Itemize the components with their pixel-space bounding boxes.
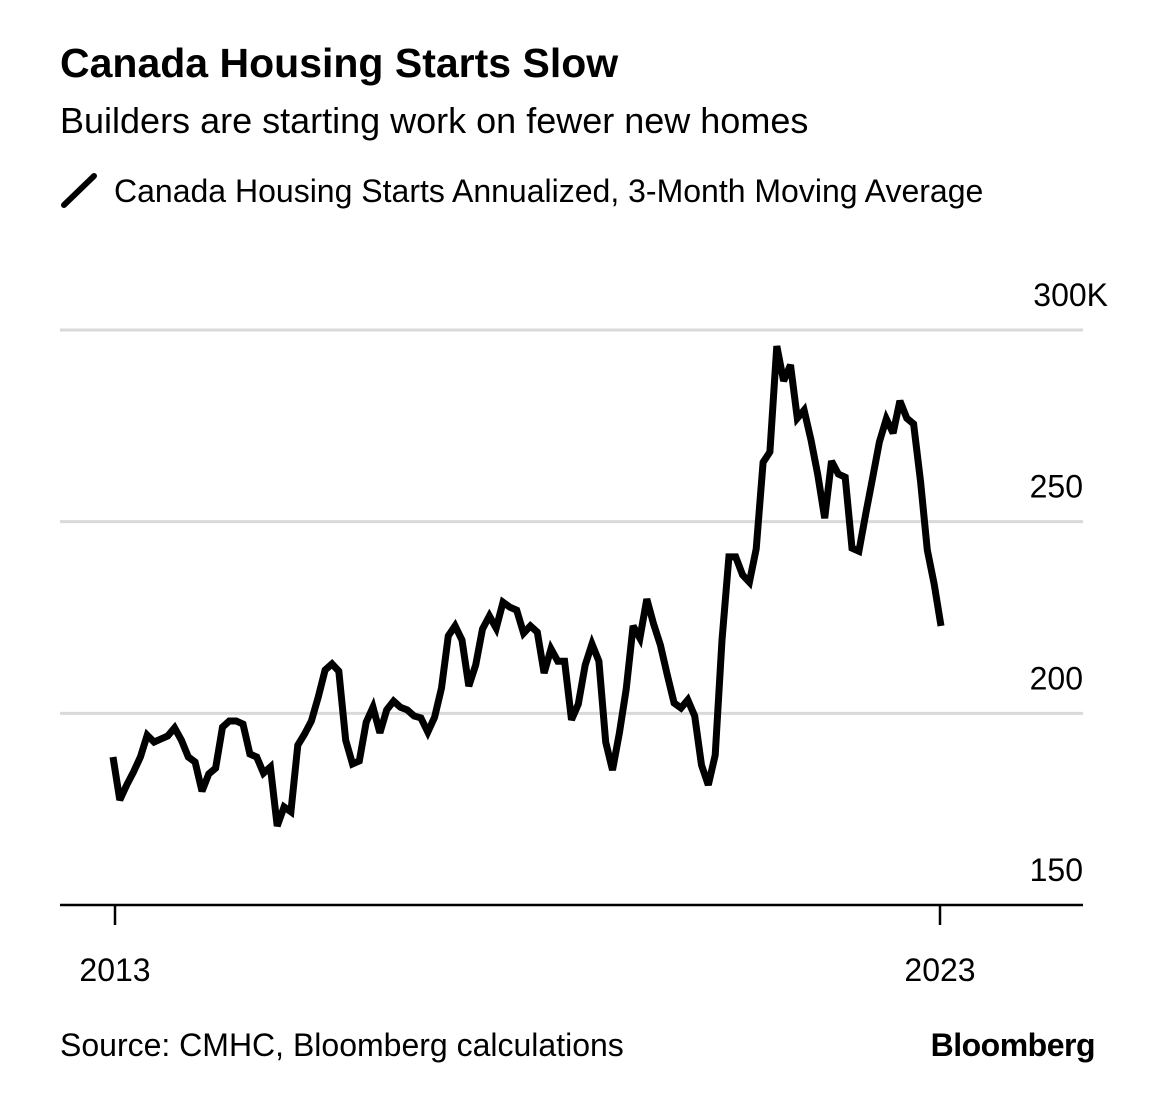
y-tick-label: 300K bbox=[1033, 277, 1108, 313]
brand-logo: Bloomberg bbox=[930, 1027, 1096, 1063]
x-tick-label: 2013 bbox=[79, 952, 150, 988]
legend-swatch bbox=[61, 173, 97, 208]
y-tick-label: 150 bbox=[1030, 852, 1083, 888]
y-tick-label: 200 bbox=[1030, 660, 1083, 696]
x-tick-label: 2023 bbox=[904, 952, 975, 988]
chart-subtitle: Builders are starting work on fewer new … bbox=[60, 100, 809, 141]
y-tick-label: 250 bbox=[1030, 469, 1083, 505]
source-note: Source: CMHC, Bloomberg calculations bbox=[60, 1027, 624, 1063]
data-line bbox=[109, 345, 945, 828]
legend-label: Canada Housing Starts Annualized, 3-Mont… bbox=[114, 173, 984, 209]
chart-title: Canada Housing Starts Slow bbox=[60, 40, 619, 86]
